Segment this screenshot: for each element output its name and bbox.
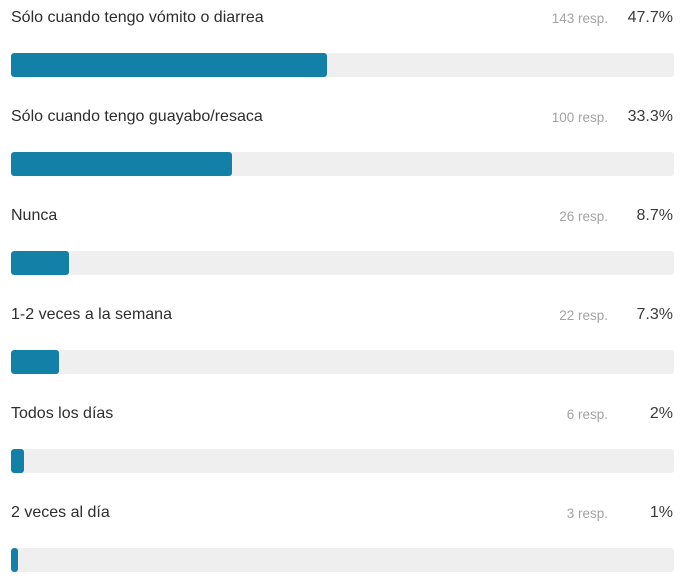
bar-fill [11,350,60,374]
bar-fill [11,548,18,572]
option-label: 2 veces al día [11,504,110,521]
bar-track [11,152,674,176]
poll-option: Nunca 26 resp. 8.7% [0,198,680,288]
option-label: Todos los días [11,405,114,422]
option-label: Nunca [11,207,58,224]
poll-option: 2 veces al día 3 resp. 1% [0,495,680,585]
percentage-label: 47.7% [627,9,673,26]
percentage-label: 33.3% [627,108,673,125]
bar-fill [11,152,232,176]
bar-fill [11,251,69,275]
bar-track [11,449,674,473]
percentage-label: 8.7% [636,207,673,224]
response-count: 100 resp. [551,110,608,125]
response-count: 3 resp. [566,506,608,521]
bar-fill [11,53,328,77]
response-count: 6 resp. [566,407,608,422]
poll-results: Sólo cuando tengo vómito o diarrea 143 r… [0,0,680,572]
option-label: Sólo cuando tengo guayabo/resaca [11,108,263,125]
poll-option: Sólo cuando tengo guayabo/resaca 100 res… [0,99,680,189]
response-count: 26 resp. [559,209,608,224]
poll-option: Sólo cuando tengo vómito o diarrea 143 r… [0,0,680,90]
poll-option: 1-2 veces a la semana 22 resp. 7.3% [0,297,680,387]
bar-track [11,53,674,77]
poll-option: Todos los días 6 resp. 2% [0,396,680,486]
option-label: 1-2 veces a la semana [11,306,172,323]
response-count: 143 resp. [551,11,608,26]
percentage-label: 2% [649,405,673,422]
option-label: Sólo cuando tengo vómito o diarrea [11,9,264,26]
bar-track [11,548,674,572]
bar-track [11,251,674,275]
percentage-label: 7.3% [636,306,673,323]
response-count: 22 resp. [559,308,608,323]
bar-fill [11,449,25,473]
bar-track [11,350,674,374]
percentage-label: 1% [649,504,673,521]
